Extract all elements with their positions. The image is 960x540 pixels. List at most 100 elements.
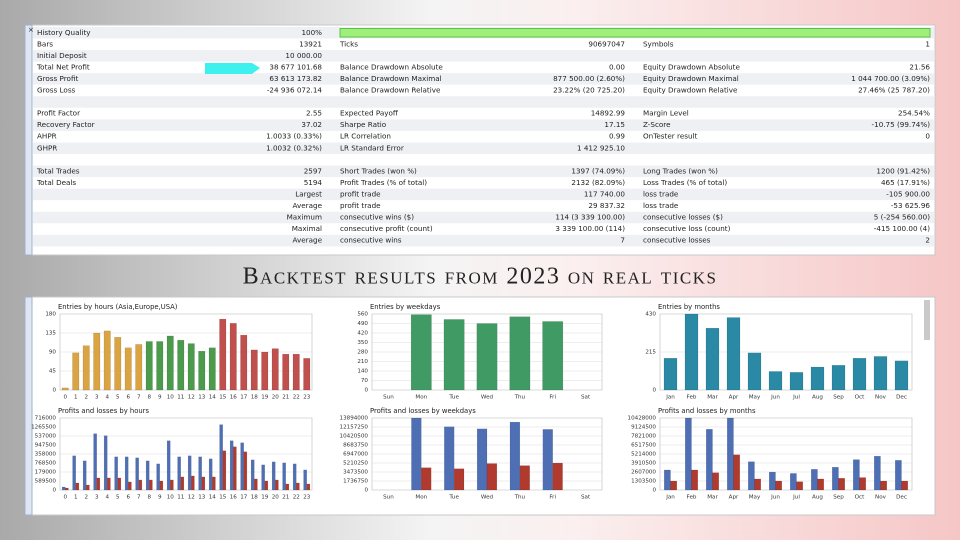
x-tick-label: 4 [105, 495, 109, 501]
x-tick-label: 21 [282, 395, 290, 401]
bar [705, 327, 720, 391]
row-value: 1200 (91.42%) [876, 166, 930, 175]
scrollbar[interactable] [924, 300, 930, 340]
bar [552, 462, 563, 491]
y-tick-label: 0 [364, 388, 368, 394]
row-label: Profit Trades (% of total) [340, 178, 427, 187]
x-tick-label: 17 [240, 495, 248, 501]
x-tick-label: 16 [230, 395, 238, 401]
row-value: 7 [620, 236, 625, 245]
y-tick-label: 8683750 [343, 443, 368, 449]
row-value: 1.0032 (0.32%) [266, 143, 322, 152]
bar [166, 335, 174, 391]
x-tick-label: 23 [303, 495, 311, 501]
row-label: Initial Deposit [37, 51, 87, 60]
row-value: 465 (17.91%) [881, 178, 930, 187]
row-label: GHPR [37, 143, 57, 152]
x-tick-label: Aug [812, 395, 823, 401]
row-label: Long Trades (won %) [643, 166, 718, 175]
y-tick-label: 5210250 [343, 461, 368, 467]
table-row [33, 119, 934, 131]
x-tick-label: 8 [147, 495, 151, 501]
bar [453, 468, 465, 491]
bar [222, 450, 227, 491]
row-value: 13921 [299, 39, 322, 48]
x-tick-label: May [749, 495, 761, 501]
table-row [33, 177, 934, 189]
x-tick-label: Feb [687, 395, 697, 401]
bar [208, 347, 216, 391]
bar [61, 387, 69, 391]
x-tick-label: 0 [63, 495, 67, 501]
x-tick-label: 15 [219, 495, 227, 501]
bar [880, 480, 888, 491]
row-label: Margin Level [643, 109, 689, 118]
row-value: 2 [925, 236, 930, 245]
bar [170, 479, 174, 491]
y-tick-label: 358000 [35, 452, 57, 458]
history-quality-bar [339, 28, 931, 38]
row-value: 17.15 [604, 120, 625, 129]
bar [303, 358, 311, 391]
row-label: Short Trades (won %) [340, 166, 417, 175]
bar [838, 478, 846, 491]
charts: Entries by hours (Asia,Europe,USA)045901… [31, 303, 913, 501]
bar [240, 442, 244, 491]
y-tick-label: 2607000 [631, 470, 656, 476]
row-value: 5194 [304, 178, 323, 187]
row-value: 5 (-254 560.00) [874, 213, 930, 222]
y-tick-label: 45 [49, 369, 57, 375]
row-label: loss trade [643, 189, 679, 198]
heading: Backtest results from 2023 on real ticks [243, 264, 718, 290]
bar [769, 471, 776, 491]
bar [796, 481, 804, 491]
y-tick-label: 490 [357, 321, 368, 327]
y-tick-label: 13894000 [340, 416, 369, 422]
row-label: consecutive profit (count) [340, 224, 433, 233]
table-row [33, 130, 934, 143]
bar [198, 456, 202, 491]
row-value: Largest [295, 189, 322, 198]
chart-title: Entries by weekdays [370, 303, 441, 311]
row-label: Recovery Factor [37, 120, 95, 129]
bar [852, 357, 867, 391]
close-icon[interactable]: × [28, 26, 34, 34]
row-value: 14892.99 [591, 109, 626, 118]
bar [670, 480, 678, 491]
x-tick-label: 19 [261, 495, 269, 501]
x-tick-label: Mon [415, 495, 427, 501]
x-tick-label: Wed [481, 395, 494, 401]
row-value: 1 044 700.00 (3.09%) [851, 74, 930, 83]
x-tick-label: 22 [293, 495, 300, 501]
bar [901, 480, 909, 491]
table-row [33, 154, 934, 166]
y-axis-label: 1265500 [31, 425, 56, 431]
table-row [33, 38, 934, 51]
bar [811, 469, 818, 491]
y-tick-label: 0 [52, 388, 56, 394]
x-tick-label: Sun [383, 495, 394, 501]
bar [684, 313, 699, 391]
bar [691, 469, 699, 491]
bar [114, 337, 122, 391]
x-tick-label: Tue [448, 395, 459, 401]
x-tick-label: 0 [63, 395, 67, 401]
y-tick-label: 135 [45, 331, 56, 337]
row-value: 1 [925, 39, 930, 48]
row-value: 2.55 [306, 109, 322, 118]
bar [219, 424, 223, 491]
bar [135, 344, 143, 391]
table-row [33, 73, 934, 85]
row-label: LR Correlation [340, 132, 391, 141]
x-tick-label: Apr [729, 395, 739, 401]
table-row [33, 107, 934, 120]
bar [219, 318, 227, 391]
x-tick-label: 1 [74, 495, 78, 501]
y-tick-label: 420 [357, 331, 368, 337]
bar [444, 426, 455, 491]
bar [292, 353, 300, 391]
row-value: 0.00 [609, 62, 625, 71]
bar [229, 323, 237, 391]
x-tick-label: Jun [770, 495, 780, 501]
row-value: Maximum [287, 213, 322, 222]
